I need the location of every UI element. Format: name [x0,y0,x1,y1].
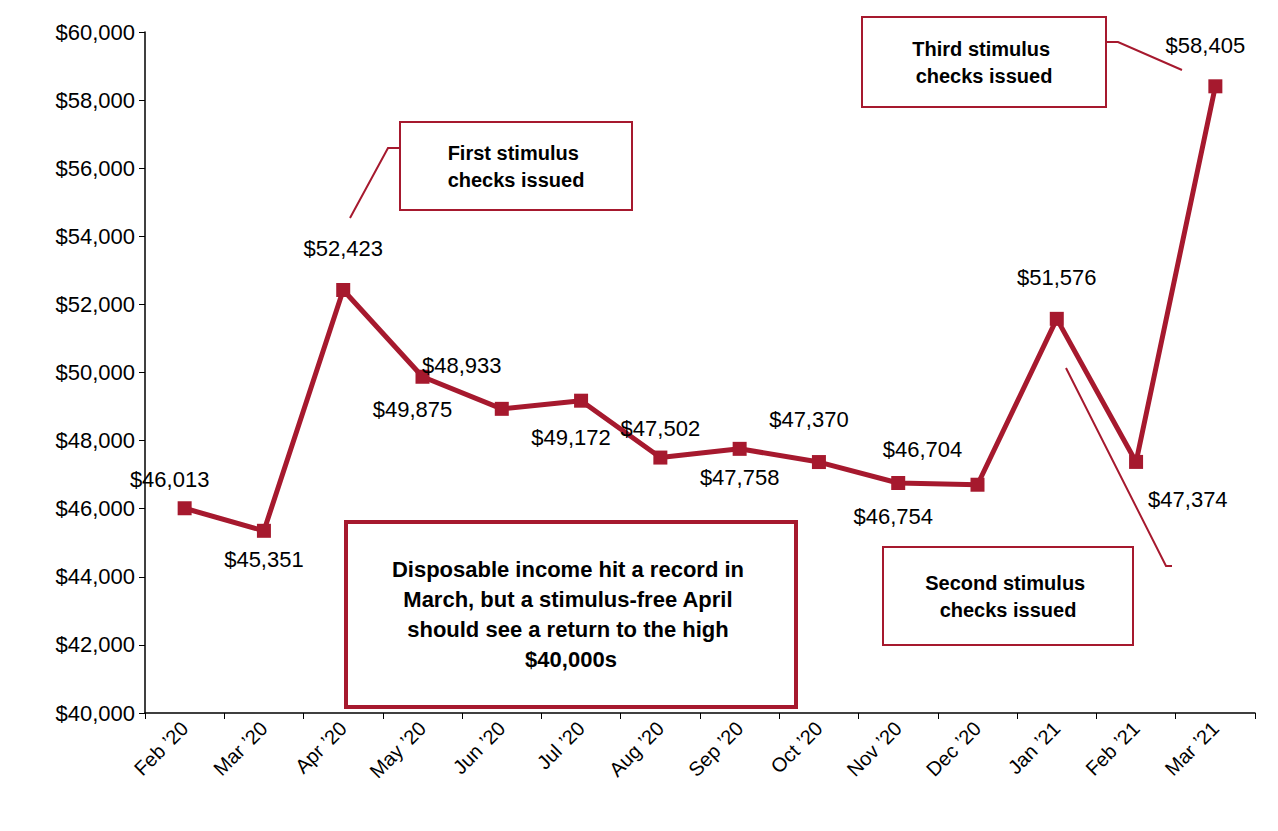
svg-text:$46,704: $46,704 [883,437,963,462]
svg-text:$47,374: $47,374 [1148,487,1228,512]
svg-text:$46,000: $46,000 [55,496,135,521]
svg-text:$45,351: $45,351 [224,547,304,572]
svg-text:March, but a stimulus-free Apr: March, but a stimulus-free April [403,587,738,612]
svg-text:$52,000: $52,000 [55,292,135,317]
svg-text:Feb ’20: Feb ’20 [130,717,193,780]
svg-text:$51,576: $51,576 [1017,265,1097,290]
svg-text:$49,172: $49,172 [531,425,611,450]
svg-text:Dec ’20: Dec ’20 [922,717,985,780]
svg-text:checks issued: checks issued [940,599,1077,621]
svg-text:Disposable income hit a record: Disposable income hit a record in [392,557,750,582]
svg-text:Third stimulus: Third stimulus [912,38,1055,60]
svg-text:Sep ’20: Sep ’20 [684,717,747,780]
svg-text:checks issued: checks issued [916,65,1053,87]
svg-text:$49,875: $49,875 [373,397,453,422]
svg-text:$44,000: $44,000 [55,564,135,589]
svg-text:Jan ’21: Jan ’21 [1003,717,1064,778]
svg-text:First stimulus: First stimulus [448,142,585,164]
svg-text:$48,933: $48,933 [422,353,502,378]
svg-text:Mar ’20: Mar ’20 [209,717,272,780]
svg-text:May ’20: May ’20 [365,717,430,782]
svg-text:$42,000: $42,000 [55,632,135,657]
svg-text:$46,013: $46,013 [130,467,210,492]
svg-text:$60,000: $60,000 [55,20,135,45]
svg-text:checks issued: checks issued [448,169,585,191]
svg-text:Feb ’21: Feb ’21 [1081,717,1144,780]
svg-text:$47,502: $47,502 [621,416,701,441]
svg-text:Jul ’20: Jul ’20 [532,717,588,773]
svg-text:Nov ’20: Nov ’20 [843,717,906,780]
svg-text:Oct ’20: Oct ’20 [766,717,826,777]
svg-text:$46,754: $46,754 [853,504,933,529]
svg-text:$54,000: $54,000 [55,224,135,249]
svg-text:$40,000s: $40,000s [525,647,617,672]
svg-text:$47,370: $47,370 [769,407,849,432]
svg-text:Aug ’20: Aug ’20 [605,717,668,780]
svg-text:Second stimulus: Second stimulus [925,572,1091,594]
svg-text:$58,000: $58,000 [55,88,135,113]
svg-text:should see a return to the hig: should see a return to the high [407,617,735,642]
svg-text:$52,423: $52,423 [303,236,383,261]
svg-text:Jun ’20: Jun ’20 [448,717,509,778]
svg-text:Apr ’20: Apr ’20 [291,717,351,777]
svg-text:$58,405: $58,405 [1166,33,1246,58]
svg-text:$40,000: $40,000 [55,701,135,726]
svg-text:$48,000: $48,000 [55,428,135,453]
svg-text:$47,758: $47,758 [700,465,780,490]
svg-text:$56,000: $56,000 [55,156,135,181]
svg-text:$50,000: $50,000 [55,360,135,385]
svg-text:Mar ’21: Mar ’21 [1160,717,1223,780]
